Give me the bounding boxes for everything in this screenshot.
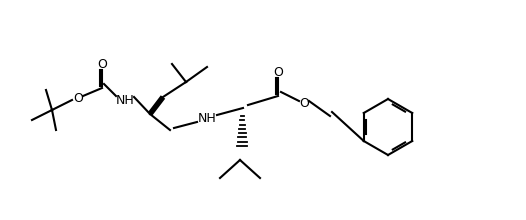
Text: O: O: [73, 92, 83, 104]
Text: O: O: [273, 66, 283, 79]
Text: NH: NH: [198, 112, 216, 125]
Text: NH: NH: [116, 94, 134, 106]
Text: O: O: [299, 97, 309, 110]
Text: O: O: [97, 57, 107, 70]
